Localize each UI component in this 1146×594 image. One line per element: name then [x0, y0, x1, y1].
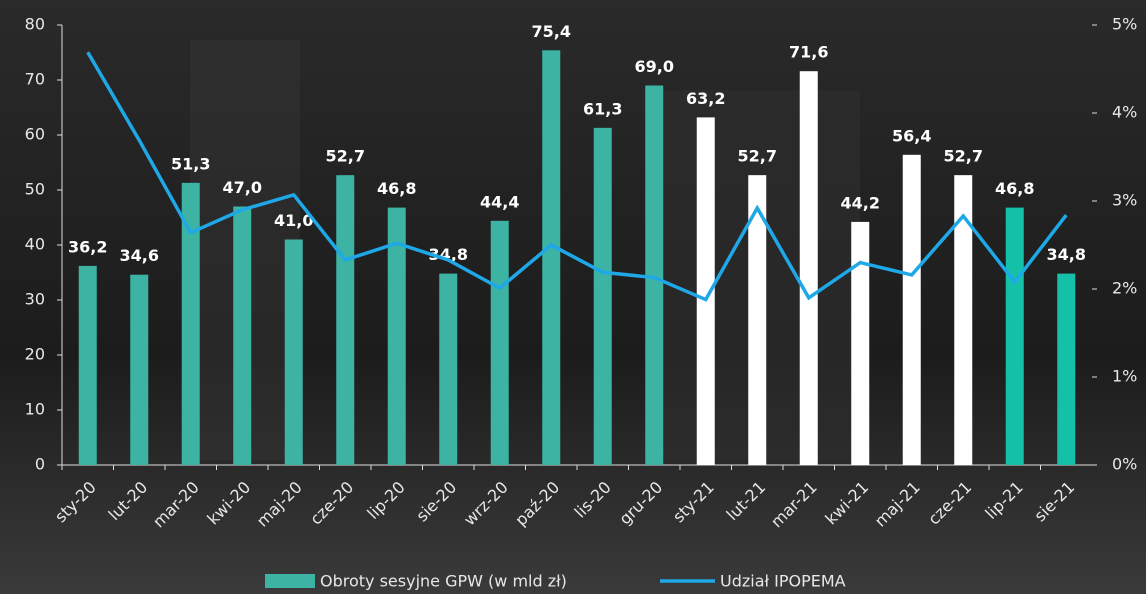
- y-tick-label: 80: [25, 15, 45, 34]
- value-label: 41,0: [274, 211, 313, 230]
- y2-tick-label: 4%: [1112, 103, 1137, 122]
- bar: [593, 127, 612, 465]
- bar: [748, 175, 767, 465]
- legend-label: Udział IPOPEMA: [720, 572, 846, 591]
- value-label: 71,6: [789, 43, 828, 62]
- bar: [902, 154, 921, 466]
- bar: [387, 207, 406, 465]
- y-tick-label: 40: [25, 235, 45, 254]
- bar: [1057, 273, 1076, 465]
- bar: [233, 206, 252, 465]
- value-label: 44,4: [480, 192, 519, 211]
- bar: [696, 117, 715, 466]
- value-label: 46,8: [377, 179, 416, 198]
- value-label: 34,6: [120, 246, 159, 265]
- bar: [490, 220, 509, 465]
- value-label: 46,8: [995, 179, 1034, 198]
- legend-label: Obroty sesyjne GPW (w mld zł): [320, 572, 567, 591]
- y2-tick-label: 5%: [1112, 15, 1137, 34]
- value-label: 61,3: [583, 99, 622, 118]
- y-tick-label: 70: [25, 70, 45, 89]
- bar: [130, 274, 149, 465]
- bar: [645, 85, 664, 465]
- bar: [542, 50, 561, 466]
- bar: [799, 71, 818, 465]
- bar: [78, 265, 97, 465]
- bar: [954, 175, 973, 465]
- value-label: 34,8: [1047, 245, 1086, 264]
- value-label: 51,3: [171, 154, 210, 173]
- bar: [284, 239, 303, 465]
- value-label: 52,7: [738, 147, 777, 166]
- y-tick-label: 30: [25, 290, 45, 309]
- value-label: 36,2: [68, 237, 107, 256]
- value-label: 69,0: [635, 57, 674, 76]
- value-label: 34,8: [429, 245, 468, 264]
- value-label: 44,2: [841, 193, 880, 212]
- value-label: 52,7: [944, 147, 983, 166]
- value-label: 63,2: [686, 89, 725, 108]
- y-tick-label: 20: [25, 345, 45, 364]
- bar: [336, 175, 355, 465]
- y-tick-label: 0: [35, 455, 45, 474]
- y-tick-label: 10: [25, 400, 45, 419]
- y2-tick-label: 1%: [1112, 367, 1137, 386]
- y2-tick-label: 3%: [1112, 191, 1137, 210]
- bar: [1005, 207, 1024, 465]
- bar: [181, 182, 200, 465]
- line: [86, 51, 1068, 302]
- y2-tick-label: 0%: [1112, 455, 1137, 474]
- bar: [439, 273, 458, 465]
- value-label: 75,4: [532, 22, 571, 41]
- value-label: 56,4: [892, 126, 931, 145]
- value-label: 47,0: [223, 178, 262, 197]
- y-tick-label: 50: [25, 180, 45, 199]
- bar: [851, 221, 870, 465]
- legend-swatch: [265, 574, 315, 588]
- y-tick-label: 60: [25, 125, 45, 144]
- value-label: 52,7: [326, 147, 365, 166]
- y2-tick-label: 2%: [1112, 279, 1137, 298]
